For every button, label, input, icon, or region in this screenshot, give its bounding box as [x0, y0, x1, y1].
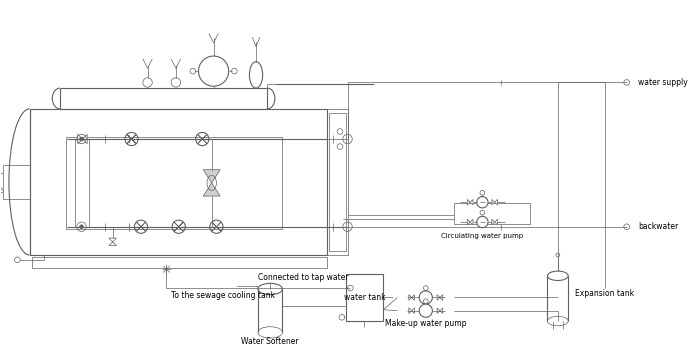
Polygon shape — [109, 242, 117, 246]
Polygon shape — [174, 222, 184, 231]
Bar — [327, 109, 348, 255]
Polygon shape — [437, 295, 440, 300]
Polygon shape — [470, 200, 473, 205]
Polygon shape — [174, 222, 184, 231]
Bar — [32, 257, 327, 268]
Polygon shape — [83, 134, 87, 144]
Ellipse shape — [547, 316, 568, 326]
Bar — [3, 165, 30, 200]
Text: Make-up water pump: Make-up water pump — [385, 320, 466, 328]
Bar — [30, 109, 327, 255]
Polygon shape — [492, 200, 495, 205]
Text: backwater: backwater — [638, 222, 678, 231]
Polygon shape — [127, 135, 136, 144]
Text: Connected to tap water: Connected to tap water — [258, 273, 348, 282]
Polygon shape — [197, 135, 207, 144]
Bar — [66, 137, 282, 228]
Polygon shape — [204, 170, 220, 183]
Text: Circulating water pump: Circulating water pump — [442, 233, 524, 239]
Polygon shape — [440, 295, 443, 300]
Polygon shape — [412, 308, 415, 313]
Ellipse shape — [258, 283, 282, 295]
Circle shape — [477, 197, 488, 208]
Circle shape — [420, 291, 433, 304]
Polygon shape — [412, 295, 415, 300]
Polygon shape — [408, 295, 412, 300]
Circle shape — [477, 216, 488, 228]
Polygon shape — [495, 219, 497, 225]
Polygon shape — [212, 222, 221, 231]
Polygon shape — [204, 183, 220, 196]
Circle shape — [79, 137, 83, 141]
Polygon shape — [197, 135, 207, 144]
Ellipse shape — [249, 62, 263, 88]
Polygon shape — [467, 200, 470, 205]
Text: To the sewage cooling tank: To the sewage cooling tank — [171, 291, 275, 300]
Text: Water Softener: Water Softener — [241, 337, 299, 346]
Bar — [454, 203, 529, 224]
Polygon shape — [109, 238, 117, 242]
Polygon shape — [78, 134, 83, 144]
Bar — [346, 274, 384, 321]
Text: Expansion tank: Expansion tank — [575, 289, 634, 298]
Ellipse shape — [547, 271, 568, 281]
Polygon shape — [440, 308, 443, 313]
Text: water supply: water supply — [638, 78, 688, 87]
Polygon shape — [492, 219, 495, 225]
Circle shape — [199, 56, 228, 86]
Polygon shape — [137, 222, 146, 231]
Polygon shape — [495, 200, 497, 205]
Bar — [328, 112, 346, 251]
Text: water tank: water tank — [344, 293, 385, 302]
Polygon shape — [408, 308, 412, 313]
Ellipse shape — [258, 327, 282, 338]
Circle shape — [79, 225, 83, 228]
Circle shape — [420, 304, 433, 317]
Polygon shape — [470, 219, 473, 225]
Polygon shape — [137, 222, 146, 231]
Polygon shape — [467, 219, 470, 225]
Polygon shape — [437, 308, 440, 313]
Polygon shape — [127, 135, 136, 144]
Polygon shape — [212, 222, 221, 231]
